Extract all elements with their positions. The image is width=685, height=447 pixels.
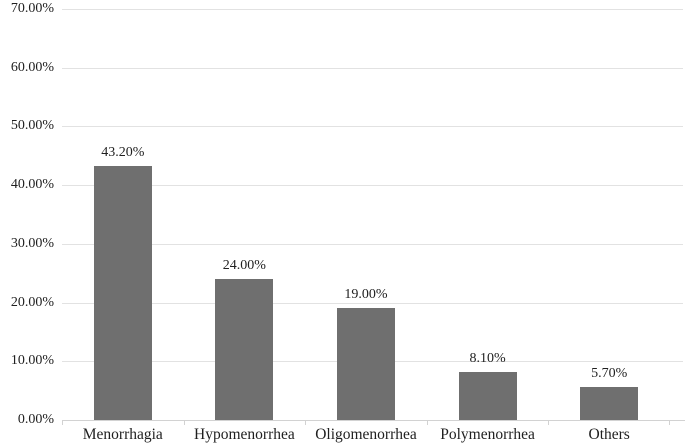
gridline — [62, 185, 683, 187]
x-axis-category-label: Oligomenorrhea — [315, 426, 417, 443]
bar-column: 5.70% — [548, 9, 670, 420]
x-axis-line — [62, 420, 685, 421]
bar — [580, 386, 639, 420]
bar-value-label: 5.70% — [591, 365, 628, 381]
gridline — [62, 302, 683, 304]
x-axis-category-label: Hypomenorrhea — [194, 426, 295, 443]
bar — [93, 166, 152, 420]
x-axis-tick — [62, 421, 63, 425]
x-axis-tick — [183, 421, 185, 425]
x-axis-tick — [426, 421, 428, 425]
x-axis-ticks — [62, 421, 670, 425]
bars-container: 43.20% 24.00% 19.00% 8.10% 5.70% — [62, 9, 670, 420]
y-axis-tick-label: 30.00% — [10, 235, 54, 251]
y-axis-tick-label: 50.00% — [10, 118, 54, 134]
bar-column: 8.10% — [427, 9, 549, 420]
x-axis-labels: Menorrhagia Hypomenorrhea Oligomenorrhea Po… — [62, 426, 670, 445]
y-axis-tick-label: 20.00% — [10, 294, 54, 310]
x-axis-category-label: Others — [588, 426, 630, 443]
y-axis-tick-label: 40.00% — [10, 177, 54, 193]
bar — [215, 279, 274, 420]
bar-column: 24.00% — [184, 9, 306, 420]
bar-value-label: 43.20% — [101, 145, 145, 161]
gridline — [62, 126, 683, 128]
bar-value-label: 19.00% — [344, 287, 388, 303]
y-axis: 0.00% 10.00% 20.00% 30.00% 40.00% 50.00% 60.00… — [0, 2, 54, 427]
x-axis-tick — [305, 421, 307, 425]
gridline — [62, 243, 683, 245]
x-axis-tick — [548, 421, 550, 425]
bar-value-label: 8.10% — [469, 351, 506, 367]
bar — [336, 308, 395, 420]
bar — [458, 372, 517, 420]
y-axis-tick-label: 60.00% — [10, 59, 54, 75]
bar-column: 19.00% — [305, 9, 427, 420]
gridline — [62, 9, 683, 10]
x-axis-category-label: Polymenorrhea — [440, 426, 535, 443]
x-axis-tick — [669, 421, 670, 425]
y-axis-tick-label: 0.00% — [17, 412, 54, 427]
x-axis-category-label: Menorrhagia — [82, 426, 163, 443]
bar-column: 43.20% — [62, 9, 184, 420]
y-axis-tick-label: 70.00% — [10, 1, 54, 16]
gridline — [62, 67, 683, 69]
bar-value-label: 24.00% — [222, 258, 266, 274]
y-axis-tick-label: 10.00% — [10, 353, 54, 369]
